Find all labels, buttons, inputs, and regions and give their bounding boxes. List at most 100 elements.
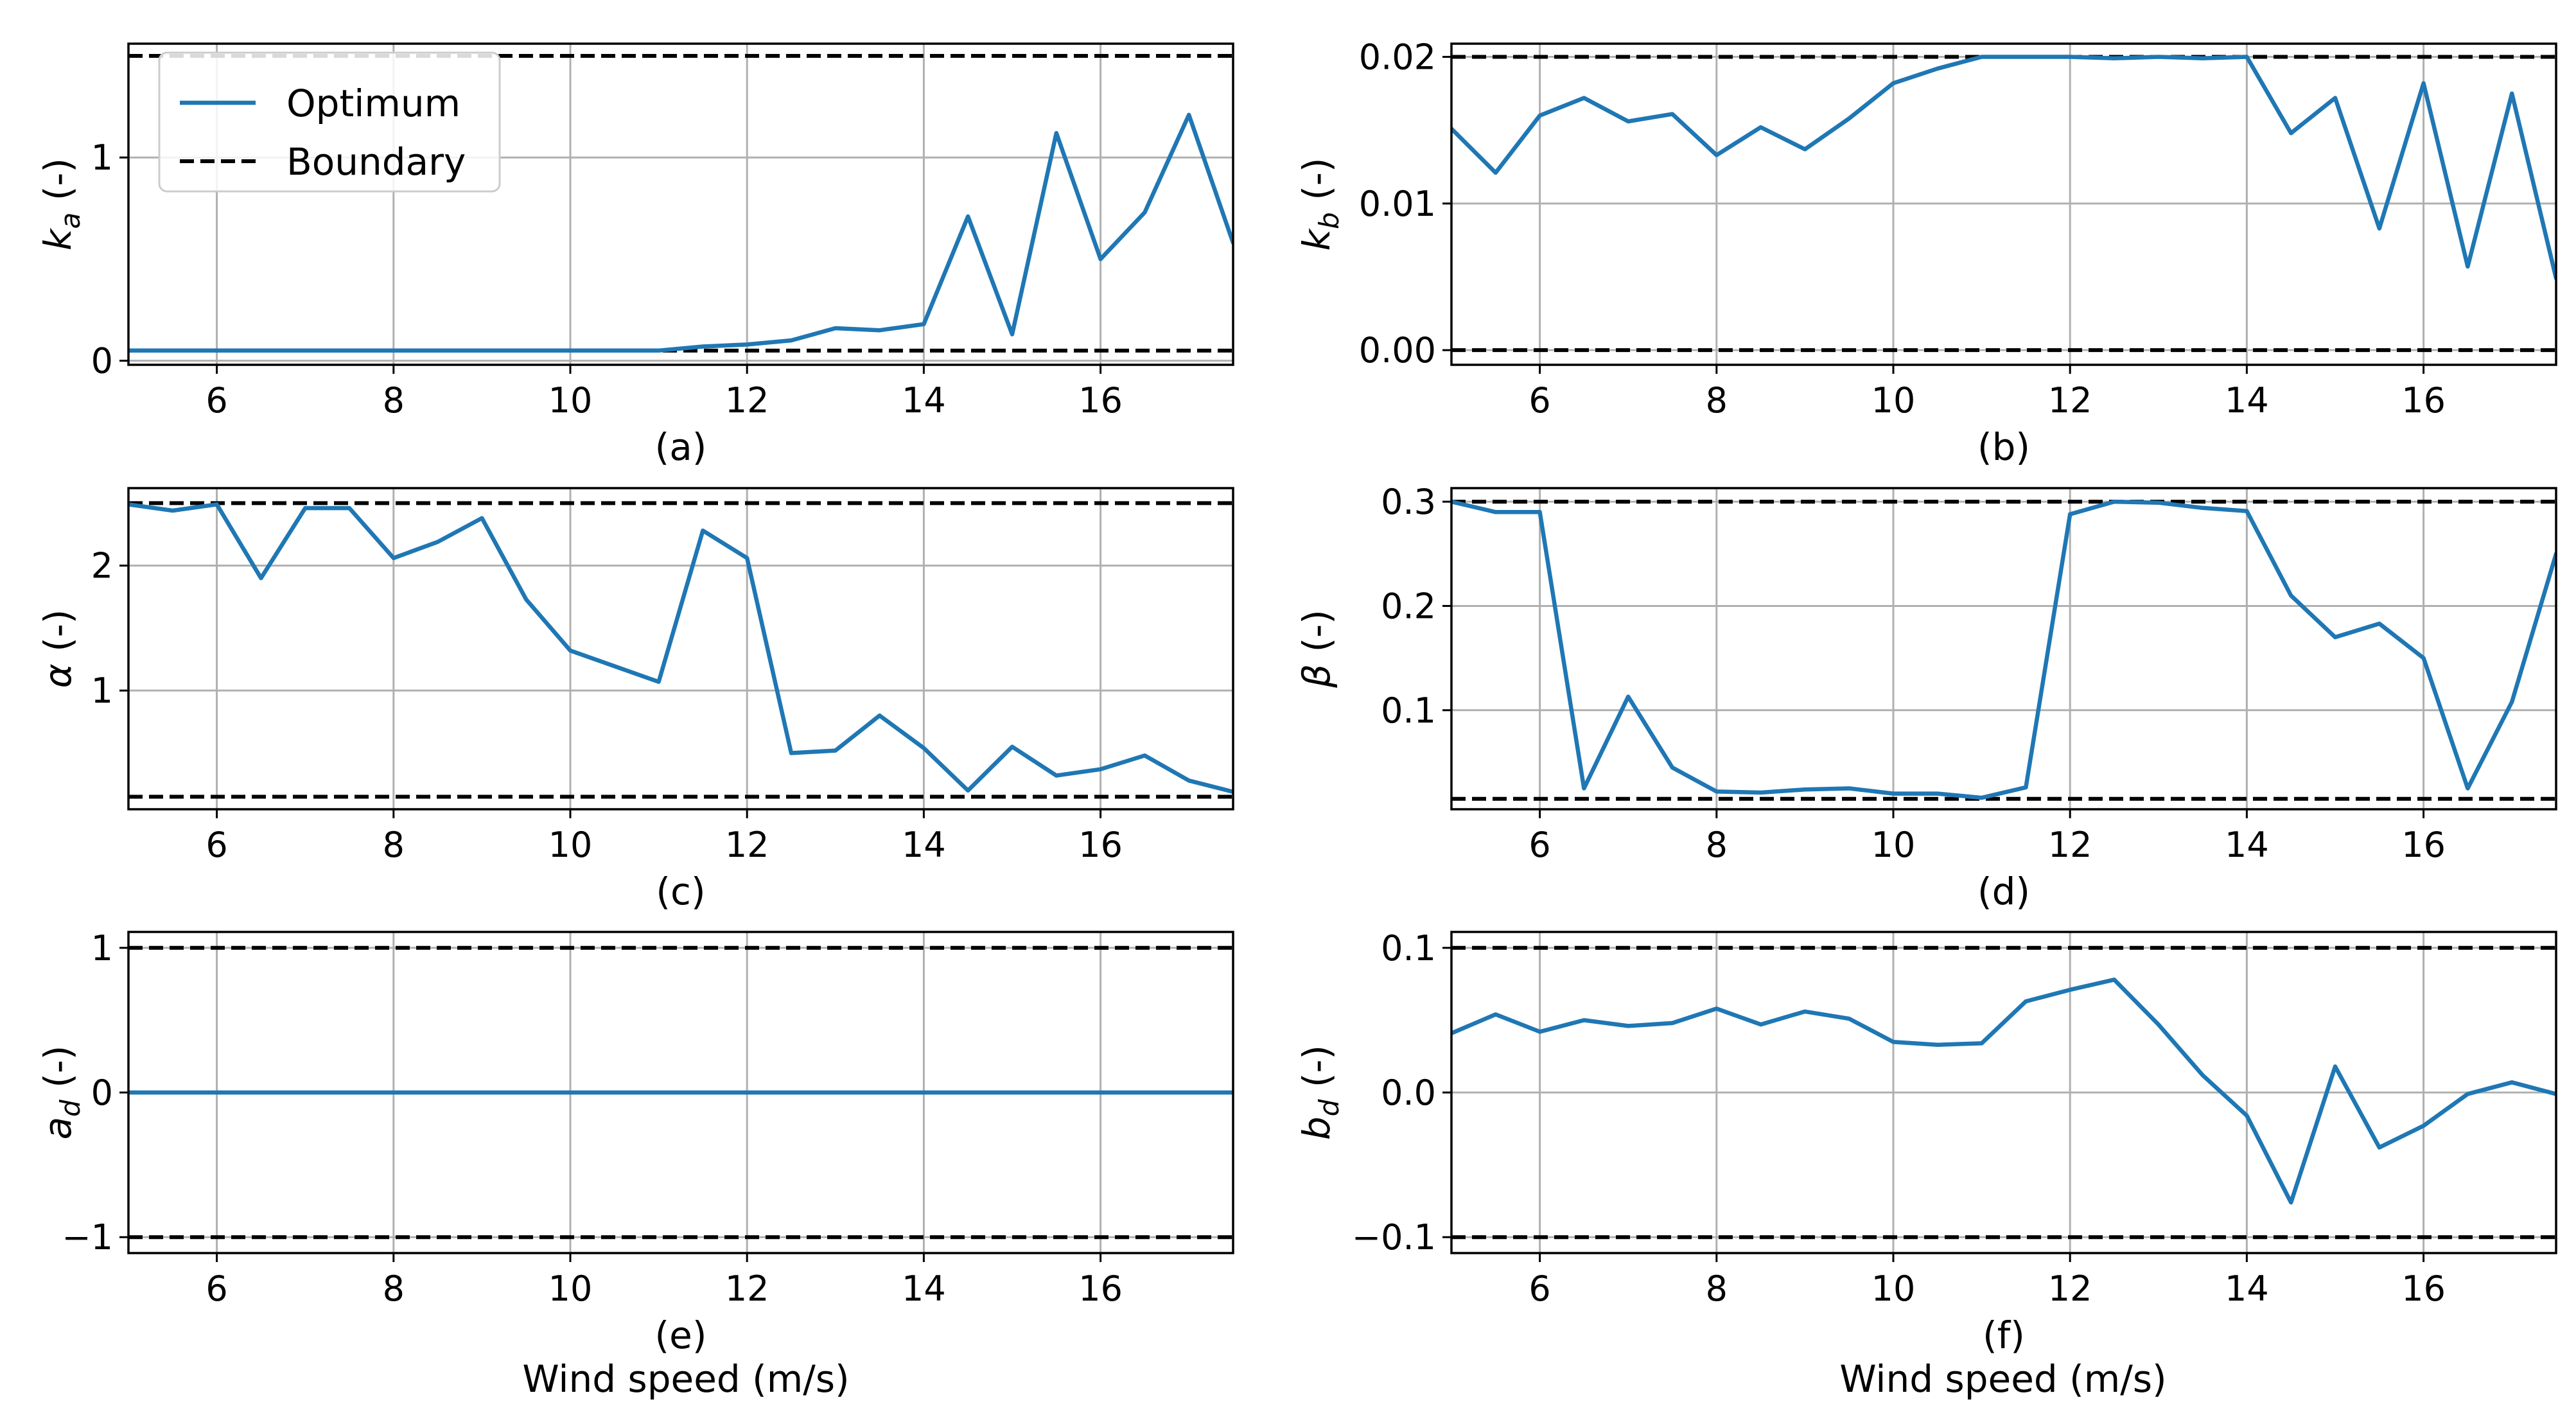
x-axis-title-right: Wind speed (m/s)	[1839, 1357, 2166, 1401]
x-tick-label: 6	[206, 825, 227, 865]
panel-c-frame	[127, 487, 1234, 811]
x-tick-label: 10	[548, 380, 593, 421]
y-tick-label: −1	[62, 1217, 113, 1258]
x-tick-label: 16	[1078, 380, 1123, 421]
y-axis-title-unit: (-)	[1295, 158, 1338, 213]
x-tick-label: 6	[1529, 380, 1550, 421]
x-tick-label: 6	[206, 1268, 227, 1309]
y-tick-label: −0.1	[1352, 1217, 1436, 1258]
y-axis-title-symbol: b	[1295, 1116, 1338, 1140]
y-tick-label: 0.02	[1359, 37, 1436, 78]
x-tick-label: 6	[1529, 825, 1550, 865]
x-tick-label: 16	[2401, 1268, 2446, 1309]
y-axis-title: bd (-)	[1295, 1045, 1345, 1140]
x-tick-label: 10	[548, 825, 593, 865]
x-tick-label: 8	[383, 1268, 405, 1309]
x-tick-label: 14	[2225, 825, 2269, 865]
x-tick-label: 10	[1871, 380, 1916, 421]
y-axis-title-symbol: a	[36, 1117, 80, 1140]
x-tick-label: 8	[383, 380, 405, 421]
panel-b: 6 8 10 12 14 16 0.00 0.01 0.02 kb (-) (b)	[1295, 37, 2557, 469]
y-axis-title: α (-)	[36, 610, 80, 689]
optimum-series-line	[1451, 978, 2556, 1205]
y-tick-label: 0	[91, 1073, 113, 1113]
x-tick-label: 14	[2225, 380, 2269, 421]
x-axis-titles: Wind speed (m/s) Wind speed (m/s)	[522, 1357, 2166, 1401]
x-tick-label: 8	[1706, 1268, 1728, 1309]
y-tick-label: 1	[91, 928, 113, 969]
panel-b-series	[1451, 55, 2556, 281]
panel-a-series	[128, 112, 1233, 353]
x-axis-title-left: Wind speed (m/s)	[522, 1357, 849, 1401]
panel-caption: (f)	[1983, 1313, 2025, 1357]
y-axis-title-subscript: b	[1313, 212, 1345, 229]
panel-caption: (c)	[656, 870, 705, 913]
panel-a-frame	[127, 42, 1234, 366]
x-tick-label: 8	[383, 825, 405, 865]
y-axis-title-symbol: k	[1295, 227, 1338, 250]
y-axis-title-unit: (-)	[36, 1046, 80, 1100]
y-axis-title-unit: (-)	[36, 610, 80, 664]
y-tick-label: 1	[91, 137, 113, 178]
x-tick-label: 14	[2225, 1268, 2269, 1309]
panel-caption: (d)	[1977, 870, 2030, 913]
x-tick-label: 10	[1871, 1268, 1916, 1309]
optimum-series-line	[128, 112, 1233, 353]
x-tick-label: 6	[1529, 1268, 1550, 1309]
y-axis-title-unit: (-)	[1295, 1045, 1338, 1100]
legend: Optimum Boundary	[158, 51, 501, 193]
y-axis-title-unit: (-)	[1295, 610, 1338, 664]
x-tick-label: 12	[725, 825, 769, 865]
x-tick-label: 16	[1078, 1268, 1123, 1309]
panel-caption: (a)	[655, 425, 707, 469]
panel-d: 6 8 10 12 14 16 0.1 0.2 0.3 β (-) (d)	[1295, 482, 2557, 913]
y-tick-label: 0.2	[1381, 586, 1436, 626]
panel-d-frame	[1450, 487, 2557, 811]
x-tick-label: 8	[1706, 380, 1728, 421]
y-axis-title: ka (-)	[36, 158, 86, 250]
panel-c-grid	[128, 488, 1233, 809]
x-tick-label: 12	[725, 380, 769, 421]
y-tick-label: 0.1	[1381, 690, 1436, 731]
y-tick-label: 0.01	[1359, 184, 1436, 224]
x-tick-label: 16	[2401, 825, 2446, 865]
y-axis-title: ad (-)	[36, 1046, 86, 1140]
legend-boundary-label: Boundary	[286, 140, 466, 184]
panel-f-grid	[1451, 932, 2556, 1253]
y-tick-label: 0.00	[1359, 330, 1436, 371]
y-axis-title-subscript: d	[55, 1100, 86, 1117]
optimum-series-line	[1451, 499, 2556, 800]
y-axis-title-symbol: β	[1295, 664, 1338, 689]
y-axis-title-subscript: a	[55, 213, 86, 229]
x-tick-label: 14	[902, 825, 946, 865]
panel-d-series	[1451, 499, 2556, 800]
legend-optimum-label: Optimum	[286, 82, 460, 125]
x-tick-label: 10	[548, 1268, 593, 1309]
y-tick-label: 0.1	[1381, 928, 1436, 969]
y-tick-label: 0.3	[1381, 482, 1436, 522]
panel-f: 6 8 10 12 14 16 −0.1 0.0 0.1 bd (-) (f)	[1295, 928, 2557, 1357]
x-tick-label: 14	[902, 380, 946, 421]
x-tick-label: 16	[2401, 380, 2446, 421]
y-axis-title: kb (-)	[1295, 158, 1345, 251]
panel-e: 6 8 10 12 14 16 −1 0 1 ad (-) (e)	[36, 928, 1234, 1357]
x-tick-label: 8	[1706, 825, 1728, 865]
x-tick-label: 14	[902, 1268, 946, 1309]
x-tick-label: 12	[2048, 1268, 2092, 1309]
x-tick-label: 6	[206, 380, 227, 421]
y-axis-title-unit: (-)	[36, 158, 80, 213]
x-tick-label: 12	[2048, 825, 2092, 865]
panel-caption: (e)	[655, 1313, 707, 1357]
x-tick-label: 10	[1871, 825, 1916, 865]
y-axis-title-symbol: k	[36, 227, 80, 250]
y-tick-label: 0.0	[1381, 1073, 1436, 1113]
y-tick-label: 2	[91, 546, 113, 586]
optimum-series-line	[1451, 55, 2556, 281]
y-tick-label: 1	[91, 671, 113, 711]
y-axis-title: β (-)	[1295, 610, 1338, 689]
